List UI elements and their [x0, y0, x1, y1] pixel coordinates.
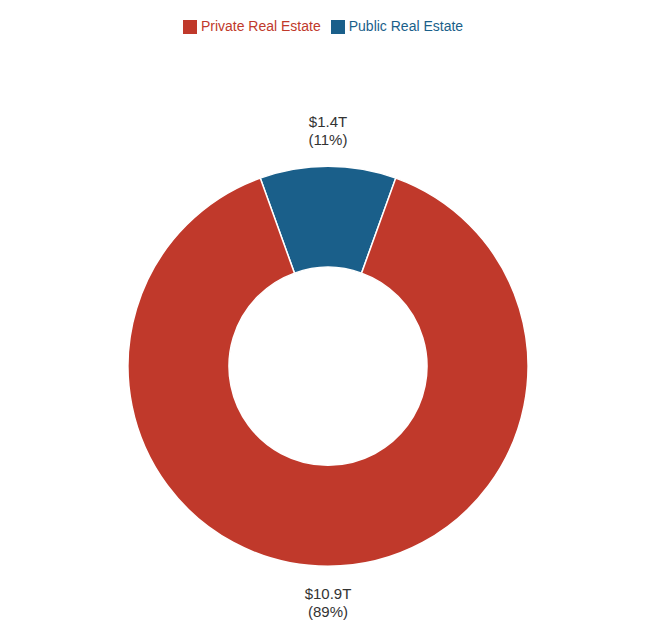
- svg-text:$1.4T(11%): $1.4T(11%): [309, 113, 348, 148]
- svg-text:$10.9T(89%): $10.9T(89%): [305, 585, 352, 620]
- html-text:Private Real Estate: Private Real Estate: [200, 18, 321, 34]
- html-text:Public Real Estate: Public Real Estate: [348, 18, 464, 34]
